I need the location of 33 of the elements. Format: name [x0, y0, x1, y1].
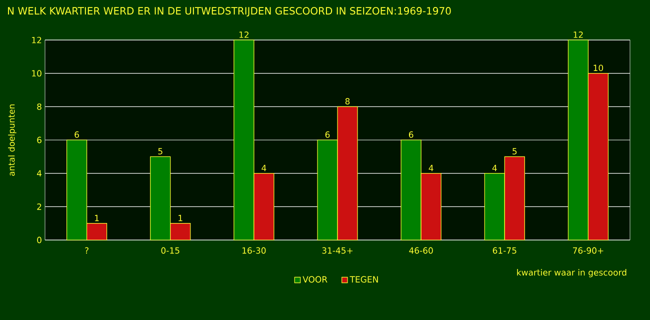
y-tick-label: 6 — [37, 136, 42, 144]
data-label: 4 — [428, 164, 434, 172]
y-tick-label: 10 — [32, 70, 42, 77]
data-label: 10 — [594, 64, 604, 72]
x-tick-label: 76-90+ — [573, 247, 604, 254]
x-axis-title: kwartier waar in gescoord — [517, 269, 626, 278]
x-tick-label: 61-75 — [492, 247, 516, 254]
data-label: 4 — [262, 164, 266, 172]
data-label: 5 — [158, 148, 162, 154]
data-label: 4 — [492, 164, 497, 172]
data-label: 8 — [345, 98, 350, 104]
data-label: 6 — [408, 131, 414, 138]
y-tick-label: 0 — [37, 236, 42, 244]
data-label: 1 — [95, 214, 99, 222]
x-tick-label: 31-45+ — [322, 247, 353, 254]
data-label: 12 — [239, 31, 248, 38]
x-tick-label: 0-15 — [161, 247, 180, 254]
data-label: 12 — [574, 31, 583, 38]
y-axis-title: antal doelpunten — [8, 104, 16, 176]
legend-label: VOOR — [302, 276, 328, 283]
legend-label: TEGEN — [350, 276, 378, 283]
chart-title: N WELK KWARTIER WERD ER IN DE UITWEDSTRIJDEN GESCOORD IN SEIZOEN:1969-1970 — [8, 7, 451, 16]
y-tick-label: 4 — [36, 170, 42, 176]
data-label: 6 — [325, 131, 330, 138]
data-label: 1 — [178, 214, 182, 222]
x-tick-label: 46-60 — [409, 247, 433, 254]
x-tick-label: 16-30 — [242, 247, 266, 254]
y-tick-label: 8 — [37, 103, 42, 110]
y-tick-label: 2 — [37, 204, 42, 210]
data-label: 6 — [74, 131, 79, 138]
data-label: 5 — [512, 148, 517, 154]
y-tick-label: 12 — [32, 36, 42, 44]
x-tick-label: ? — [85, 247, 88, 254]
